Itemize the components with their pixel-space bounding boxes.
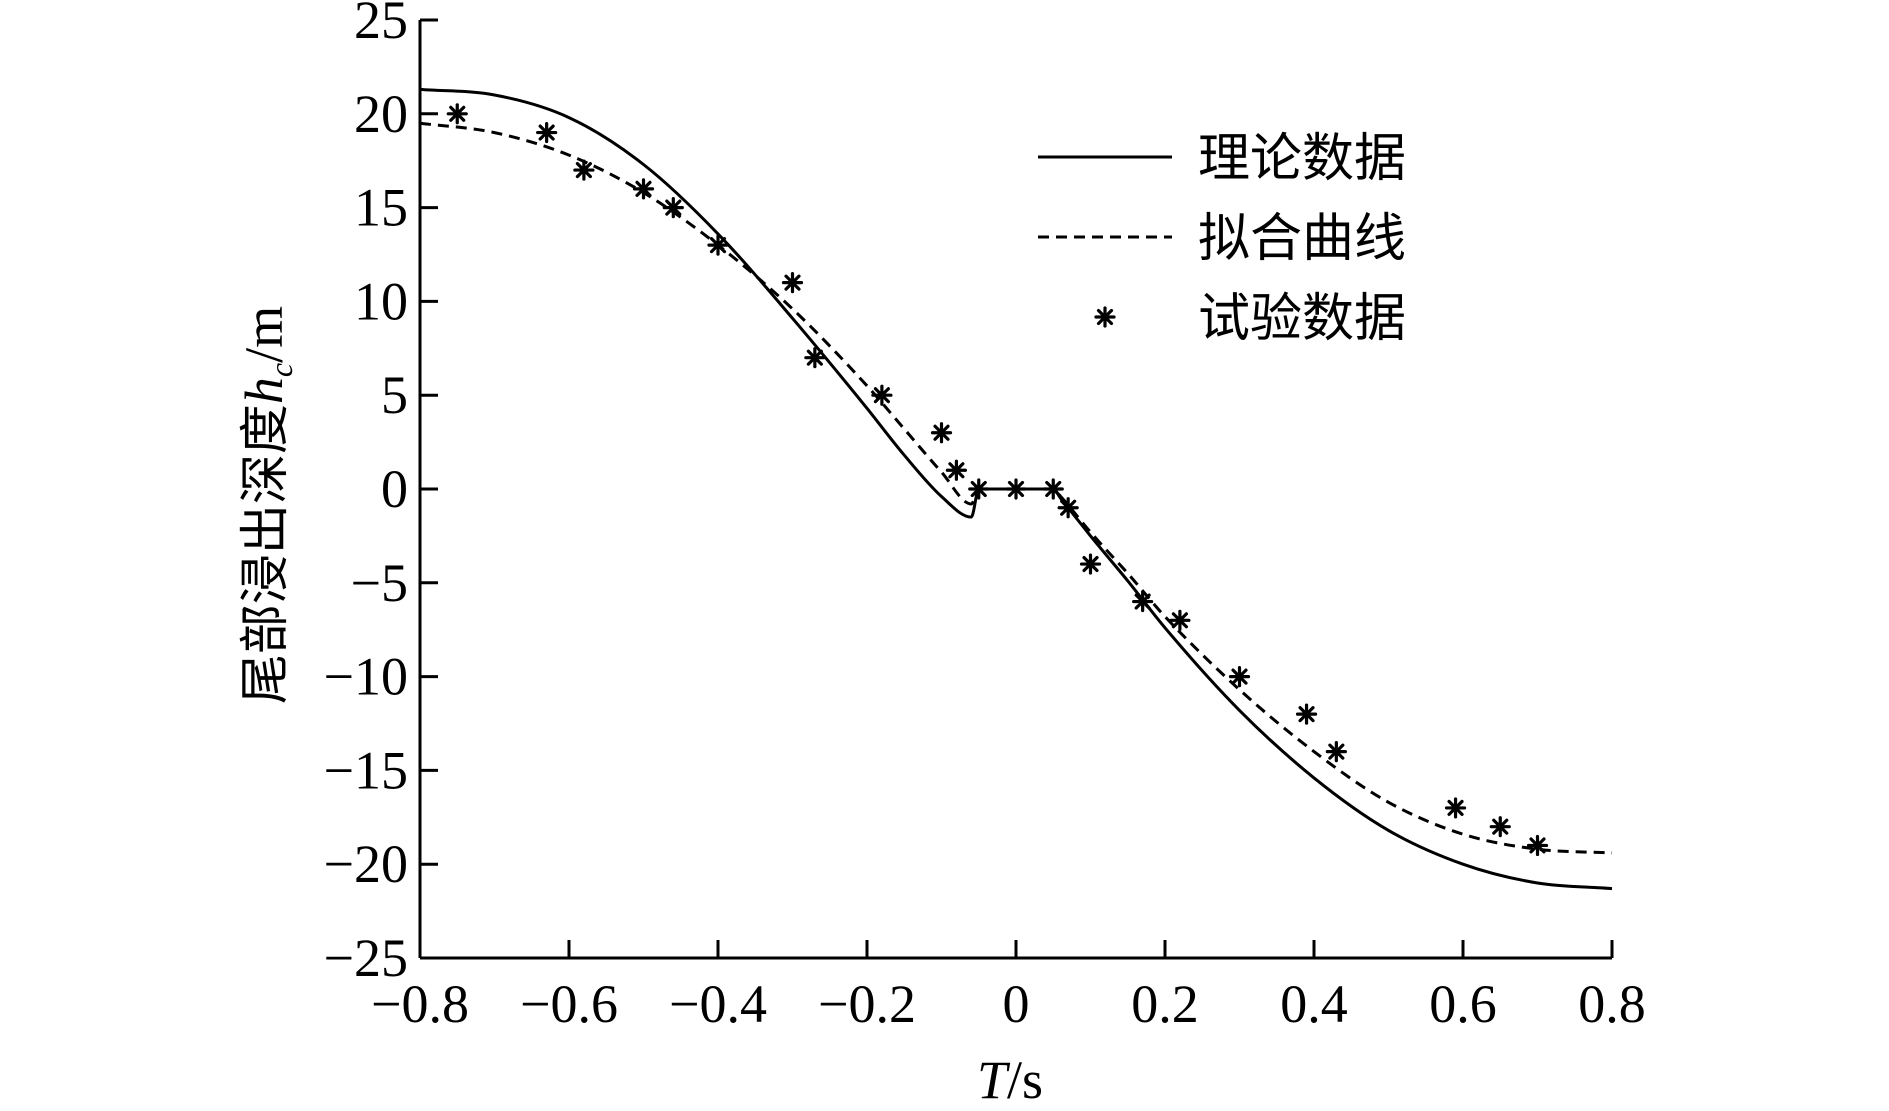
x-tick-label: 0.6 [1429, 974, 1497, 1034]
x-tick-label: −0.8 [371, 974, 469, 1034]
data-point [804, 347, 826, 369]
y-axis-label: 尾部浸出深度hc/m [234, 306, 299, 704]
y-tick-label: 5 [381, 365, 408, 425]
y-tick-label: −25 [324, 928, 408, 988]
y-tick-label: 15 [354, 178, 408, 238]
y-tick-label: 10 [354, 271, 408, 331]
data-point [1169, 609, 1191, 631]
data-point [446, 103, 468, 125]
x-tick-label: 0.2 [1131, 974, 1199, 1034]
data-point [1444, 797, 1467, 819]
legend-marker [1094, 306, 1116, 328]
y-tick-label: 0 [381, 459, 408, 519]
x-axis-label: T/s [977, 1050, 1043, 1110]
legend-label-theory: 理论数据 [1198, 129, 1406, 189]
data-point [1079, 553, 1102, 575]
data-point [573, 159, 595, 181]
x-tick-label: −0.2 [818, 974, 916, 1034]
data-point [1526, 834, 1549, 857]
y-tick-label: 20 [354, 84, 408, 144]
legend-label-fit: 拟合曲线 [1198, 209, 1406, 269]
y-tick-label: −5 [351, 553, 408, 613]
data-point [1228, 665, 1251, 688]
data-point [968, 478, 990, 500]
data-point [1042, 478, 1064, 500]
y-tick-label: −10 [324, 647, 408, 707]
y-tick-label: −20 [324, 834, 408, 894]
data-point [632, 178, 655, 200]
x-tick-label: 0.8 [1578, 974, 1646, 1034]
data-point [871, 384, 893, 406]
data-point [1295, 703, 1318, 725]
ticks: −0.8 −0.6 −0.4 −0.2 0 0.2 0.4 0.6 0.8 25 20 15 10 5 0 −… [324, 0, 1646, 1034]
data-point [1132, 590, 1154, 613]
data-point [1057, 497, 1079, 519]
y-tick-label: −15 [324, 740, 408, 800]
data-point [930, 422, 953, 444]
data-point [781, 272, 804, 294]
y-tick-label: 25 [354, 0, 408, 50]
x-tick-label: −0.4 [669, 974, 767, 1034]
data-point [1489, 816, 1511, 838]
legend: 理论数据 拟合曲线 试验数据 [1038, 129, 1406, 349]
data-point [707, 234, 729, 256]
legend-marker-symbol [1094, 306, 1116, 328]
marker-layer [446, 103, 1549, 857]
x-tick-label: 0 [1003, 974, 1030, 1034]
data-point [662, 197, 684, 219]
x-tick-label: −0.6 [520, 974, 618, 1034]
legend-label-test: 试验数据 [1198, 289, 1406, 349]
data-point [536, 121, 558, 144]
data-point [1325, 741, 1347, 763]
data-point [945, 459, 968, 481]
x-tick-label: 0.4 [1280, 974, 1348, 1034]
data-point [1005, 478, 1027, 500]
